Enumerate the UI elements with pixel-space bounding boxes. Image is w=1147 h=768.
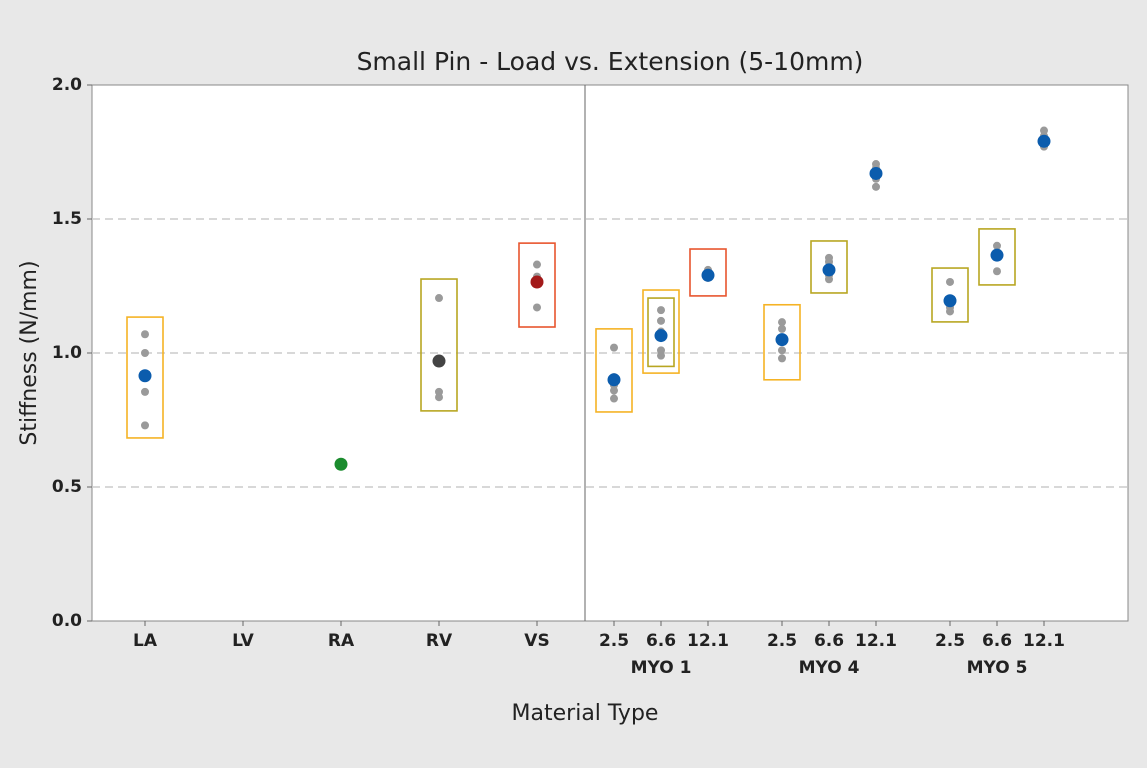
x-tick-label: 6.6 [646, 631, 676, 651]
x-tick-label: 2.5 [767, 631, 797, 651]
x-tick-label: 2.5 [935, 631, 965, 651]
x-tick-label: 6.6 [814, 631, 844, 651]
x-tick-label: RV [426, 631, 453, 651]
data-point [825, 275, 833, 284]
y-axis-label: Stiffness (N/mm) [17, 260, 42, 445]
data-point [610, 386, 618, 395]
data-point [533, 303, 541, 312]
group-label: MYO 4 [799, 658, 860, 678]
mean-point [654, 329, 668, 343]
mean-point [138, 369, 152, 383]
plot-area [91, 84, 1129, 622]
data-point [141, 421, 149, 430]
x-tick-label: 2.5 [599, 631, 629, 651]
data-point [993, 267, 1001, 276]
interval-box [126, 316, 164, 439]
interval-box [595, 328, 633, 413]
data-point [657, 351, 665, 360]
mean-point [334, 457, 348, 471]
chart-title: Small Pin - Load vs. Extension (5-10mm) [357, 47, 864, 76]
interval-box [763, 303, 801, 381]
mean-point [869, 166, 883, 180]
data-point [946, 277, 954, 286]
data-point [610, 394, 618, 403]
group-label: MYO 5 [967, 658, 1028, 678]
data-point [778, 346, 786, 355]
data-point [657, 306, 665, 315]
interval-box [647, 297, 675, 368]
data-point [946, 307, 954, 316]
x-tick-label: 6.6 [982, 631, 1012, 651]
interval-box [689, 248, 727, 297]
data-point [141, 330, 149, 339]
data-point [657, 316, 665, 325]
x-tick-label: VS [524, 631, 549, 651]
y-tick-label: 2.0 [52, 75, 82, 95]
data-point [435, 393, 443, 402]
mean-point [775, 333, 789, 347]
interval-box [642, 289, 680, 374]
x-axis-label: Material Type [512, 701, 659, 726]
data-point [141, 349, 149, 357]
mean-point [990, 248, 1004, 262]
interval-box [420, 278, 458, 412]
x-tick-label: LA [133, 631, 158, 651]
mean-point [701, 268, 715, 282]
mean-point [607, 373, 621, 387]
mean-point [822, 263, 836, 277]
interval-box [978, 228, 1016, 286]
x-tick-label: LV [232, 631, 254, 651]
data-point [993, 241, 1001, 250]
y-tick-label: 0.0 [52, 611, 82, 631]
mean-point [1037, 134, 1051, 148]
group-label: MYO 1 [631, 658, 692, 678]
data-point [778, 318, 786, 327]
data-point [141, 387, 149, 396]
x-tick-label: 12.1 [1023, 631, 1065, 651]
x-tick-label: 12.1 [855, 631, 897, 651]
interval-box [518, 242, 556, 328]
interval-box [810, 240, 848, 294]
x-tick-label: RA [328, 631, 355, 651]
data-point [435, 294, 443, 303]
data-point [533, 260, 541, 269]
data-point [778, 354, 786, 363]
y-tick-label: 1.0 [52, 343, 82, 363]
mean-point [943, 294, 957, 308]
data-point [610, 343, 618, 352]
x-tick-label: 12.1 [687, 631, 729, 651]
interval-box [931, 267, 969, 323]
y-tick-label: 1.5 [52, 209, 82, 229]
y-tick-label: 0.5 [52, 477, 82, 497]
data-point [872, 182, 880, 191]
data-point [778, 324, 786, 333]
mean-point [432, 354, 446, 368]
mean-point [530, 275, 544, 289]
